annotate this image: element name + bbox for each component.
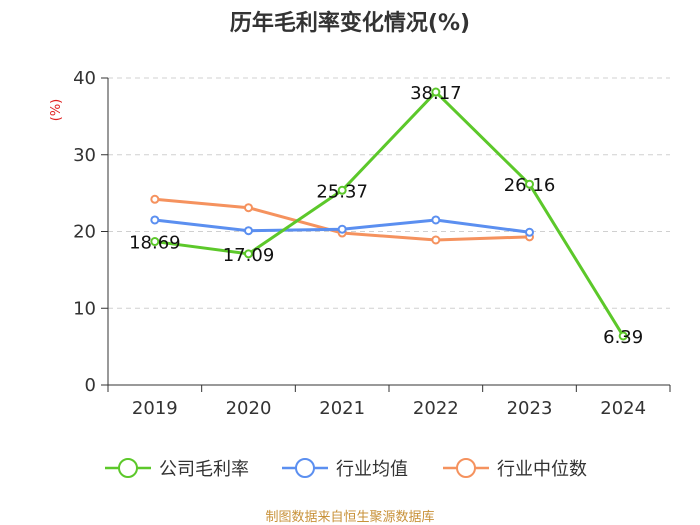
series-point [244, 226, 253, 236]
gridlines [108, 77, 670, 309]
y-tick-label: 0 [85, 375, 96, 396]
legend-marker [118, 458, 138, 478]
y-tick-label: 40 [73, 68, 96, 89]
series-point [150, 215, 160, 225]
y-tick-label: 20 [73, 222, 96, 243]
data-labels: 18.69 17.09 25.37 38.17 26.16 6.39 [129, 83, 643, 348]
data-label: 17.09 [223, 245, 275, 266]
axes: 0 10 20 30 40 2019 2020 2021 2022 2023 2024 [73, 68, 671, 419]
x-tick-label: 2020 [226, 398, 272, 419]
series-point [431, 235, 441, 245]
data-label: 38.17 [410, 83, 462, 104]
legend-label: 行业均值 [336, 459, 408, 480]
series-point [431, 87, 441, 97]
series-point [337, 224, 347, 234]
x-tick-label: 2019 [132, 398, 178, 419]
legend-marker [456, 458, 476, 478]
x-tick-label: 2024 [600, 398, 646, 419]
series-point [337, 185, 347, 195]
series-point [244, 203, 253, 213]
x-tick-label: 2023 [507, 398, 553, 419]
data-label: 6.39 [603, 327, 643, 348]
x-tick-label: 2022 [413, 398, 459, 419]
legend-label: 公司毛利率 [159, 459, 249, 480]
legend: 公司毛利率 行业均值 行业中位数 [105, 458, 587, 480]
data-label: 26.16 [504, 175, 556, 196]
series-layer [150, 87, 628, 341]
legend-marker [295, 458, 315, 478]
series-line [154, 90, 625, 337]
series-point [525, 179, 534, 189]
data-label: 25.37 [316, 181, 368, 202]
y-axis-label: (%) [49, 99, 64, 122]
series-point [150, 237, 160, 247]
x-tick-label: 2021 [319, 398, 365, 419]
series-point [525, 227, 534, 237]
legend-label: 行业中位数 [497, 459, 587, 480]
source-note: 制图数据来自恒生聚源数据库 [265, 509, 434, 525]
series-point [150, 194, 160, 204]
series-point [618, 331, 628, 341]
series-point [244, 249, 253, 259]
y-tick-label: 10 [73, 298, 96, 319]
y-tick-label: 30 [73, 145, 96, 166]
series-point [431, 215, 441, 225]
data-label: 18.69 [129, 233, 181, 254]
chart-title: 历年毛利率变化情况(%) [230, 10, 470, 36]
